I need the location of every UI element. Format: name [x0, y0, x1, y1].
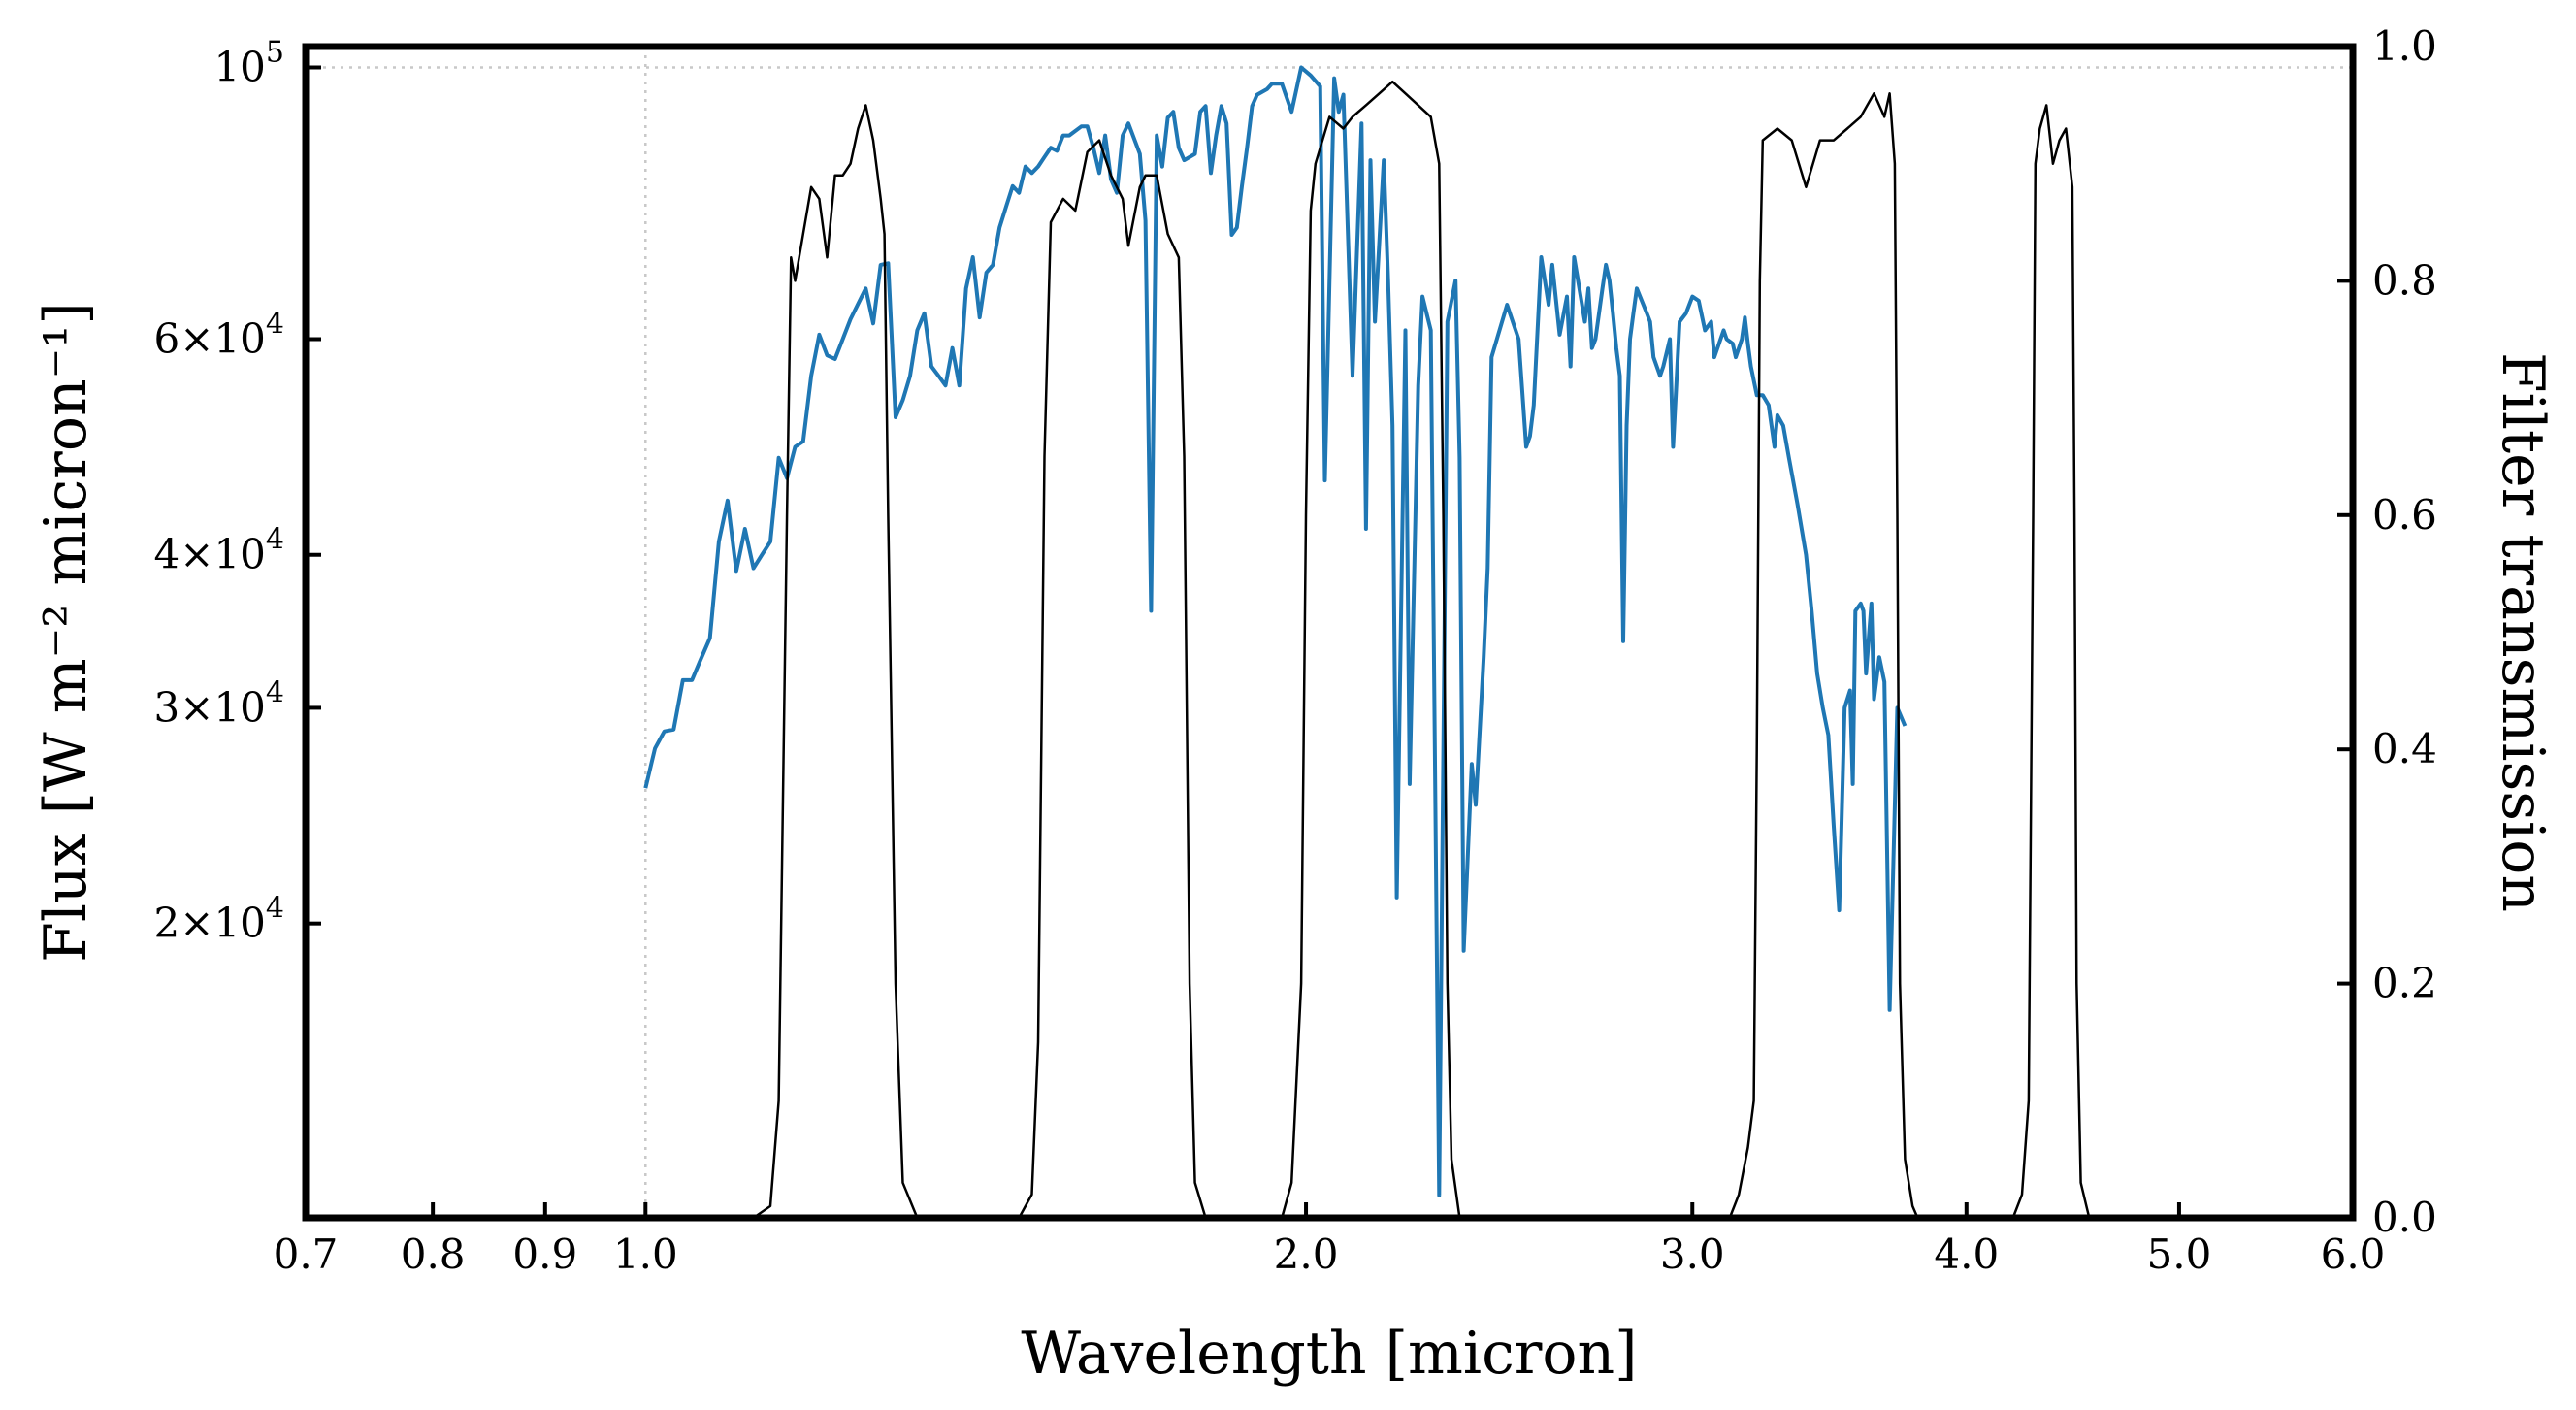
tick-exponent: 4 — [266, 307, 284, 341]
tick-base: 10 — [213, 43, 265, 90]
left-tick-label: 105 — [213, 35, 284, 90]
flux-spectrum-line — [643, 65, 1908, 1197]
tick-base: 10 — [213, 900, 265, 947]
left-axis-label: Flux [W m⁻² micron⁻¹] — [32, 302, 100, 962]
right-tick-label: 0.0 — [2372, 1194, 2437, 1241]
tick-mantissa: 3 — [154, 683, 180, 731]
filter-transmission-line — [752, 80, 2091, 1220]
tick-exponent: 4 — [266, 892, 284, 926]
tick-times: × — [179, 683, 213, 731]
x-axis-label: Wavelength [micron] — [1021, 1320, 1637, 1388]
right-tick-label: 0.6 — [2372, 491, 2437, 539]
right-tick-label: 1.0 — [2372, 22, 2437, 70]
x-tick-label: 0.9 — [512, 1230, 577, 1278]
reference-lines — [306, 47, 2353, 1218]
left-tick-label: 3×104 — [154, 675, 284, 731]
series-layer — [643, 65, 2091, 1220]
tick-mantissa: 6 — [154, 314, 180, 362]
x-tick-label: 0.8 — [401, 1230, 466, 1278]
tick-base: 10 — [213, 531, 265, 578]
x-tick-label: 6.0 — [2321, 1230, 2386, 1278]
x-axis-ticks: 0.7 0.8 0.9 1.0 2.0 3.0 4.0 5.0 6.0 — [274, 1202, 2386, 1278]
right-axis-label: Filter transmission — [2489, 352, 2557, 912]
left-tick-label: 2×104 — [154, 892, 284, 947]
tick-times: × — [179, 531, 213, 578]
tick-times: × — [179, 900, 213, 947]
tick-base: 10 — [213, 314, 265, 362]
x-tick-label: 5.0 — [2147, 1230, 2212, 1278]
x-tick-label: 3.0 — [1660, 1230, 1725, 1278]
left-tick-label: 6×104 — [154, 307, 284, 362]
tick-exponent: 4 — [266, 675, 284, 709]
plot-frame — [302, 43, 2357, 1222]
tick-mantissa: 2 — [154, 900, 180, 947]
x-tick-label: 1.0 — [613, 1230, 678, 1278]
x-tick-label: 2.0 — [1274, 1230, 1339, 1278]
right-axis-ticks: 0.0 0.2 0.4 0.6 0.8 1.0 — [2337, 22, 2437, 1241]
right-tick-label: 0.8 — [2372, 256, 2437, 304]
left-tick-label: 4×104 — [154, 523, 284, 578]
tick-mantissa: 4 — [154, 531, 180, 578]
x-tick-label: 0.7 — [274, 1230, 339, 1278]
tick-exponent: 5 — [266, 35, 284, 69]
tick-times: × — [179, 314, 213, 362]
right-tick-label: 0.2 — [2372, 960, 2437, 1007]
right-tick-label: 0.4 — [2372, 725, 2437, 772]
tick-base: 10 — [213, 683, 265, 731]
tick-exponent: 4 — [266, 523, 284, 557]
x-tick-label: 4.0 — [1934, 1230, 1999, 1278]
